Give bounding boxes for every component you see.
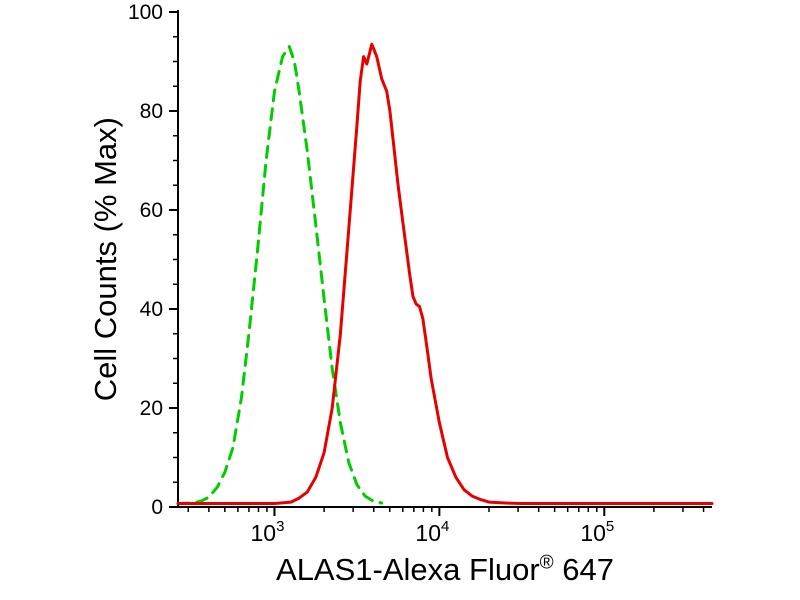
y-tick-label: 80 <box>140 100 163 123</box>
series-red-solid-curve <box>176 42 714 505</box>
y-tick-label: 20 <box>140 397 163 420</box>
series-green-dashed-curve <box>176 45 384 505</box>
x-axis-label: ALAS1-Alexa Fluor® 647 <box>178 552 712 588</box>
y-tick-label: 40 <box>140 298 163 321</box>
x-axis-label-pre: ALAS1-Alexa Fluor <box>276 552 540 587</box>
x-tick-label: 103 <box>251 518 285 546</box>
axes <box>169 10 712 516</box>
x-tick-label: 104 <box>415 518 449 546</box>
y-tick-label: 60 <box>140 199 163 222</box>
x-tick-label: 105 <box>580 518 614 546</box>
x-axis-label-post: 647 <box>553 552 614 587</box>
y-tick-label: 100 <box>128 1 163 24</box>
registered-trademark-symbol: ® <box>539 552 554 574</box>
y-tick-label: 0 <box>151 496 163 519</box>
